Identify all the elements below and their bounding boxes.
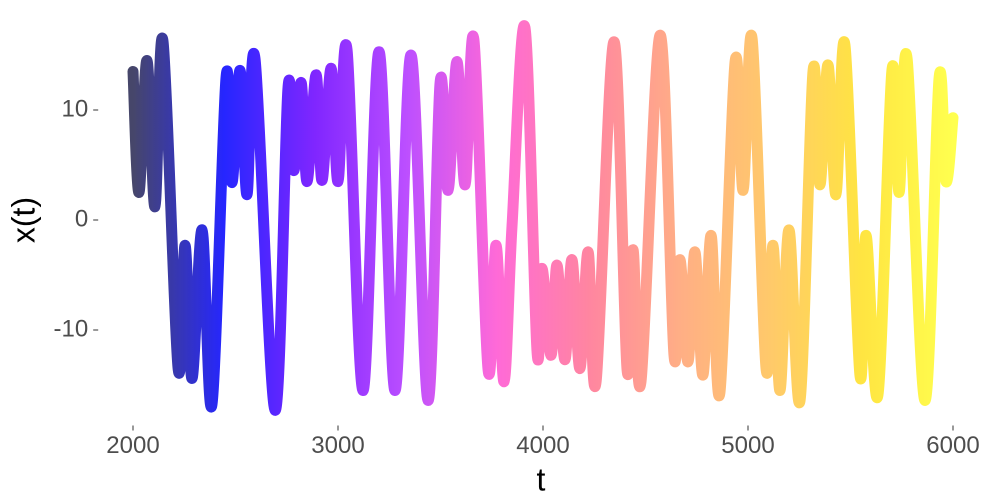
series-line bbox=[127, 20, 959, 416]
x-tick-label: 2000 bbox=[106, 432, 159, 459]
y-axis-title: x(t) bbox=[5, 197, 41, 243]
x-tick-label: 5000 bbox=[721, 432, 774, 459]
x-axis-title: t bbox=[537, 461, 546, 497]
y-tick-label: 0 bbox=[75, 205, 88, 232]
x-tick-label: 6000 bbox=[926, 432, 979, 459]
x-tick-label: 3000 bbox=[311, 432, 364, 459]
y-tick-label: 10 bbox=[61, 95, 88, 122]
x-tick-label: 4000 bbox=[516, 432, 569, 459]
y-tick-label: -10 bbox=[54, 315, 89, 342]
